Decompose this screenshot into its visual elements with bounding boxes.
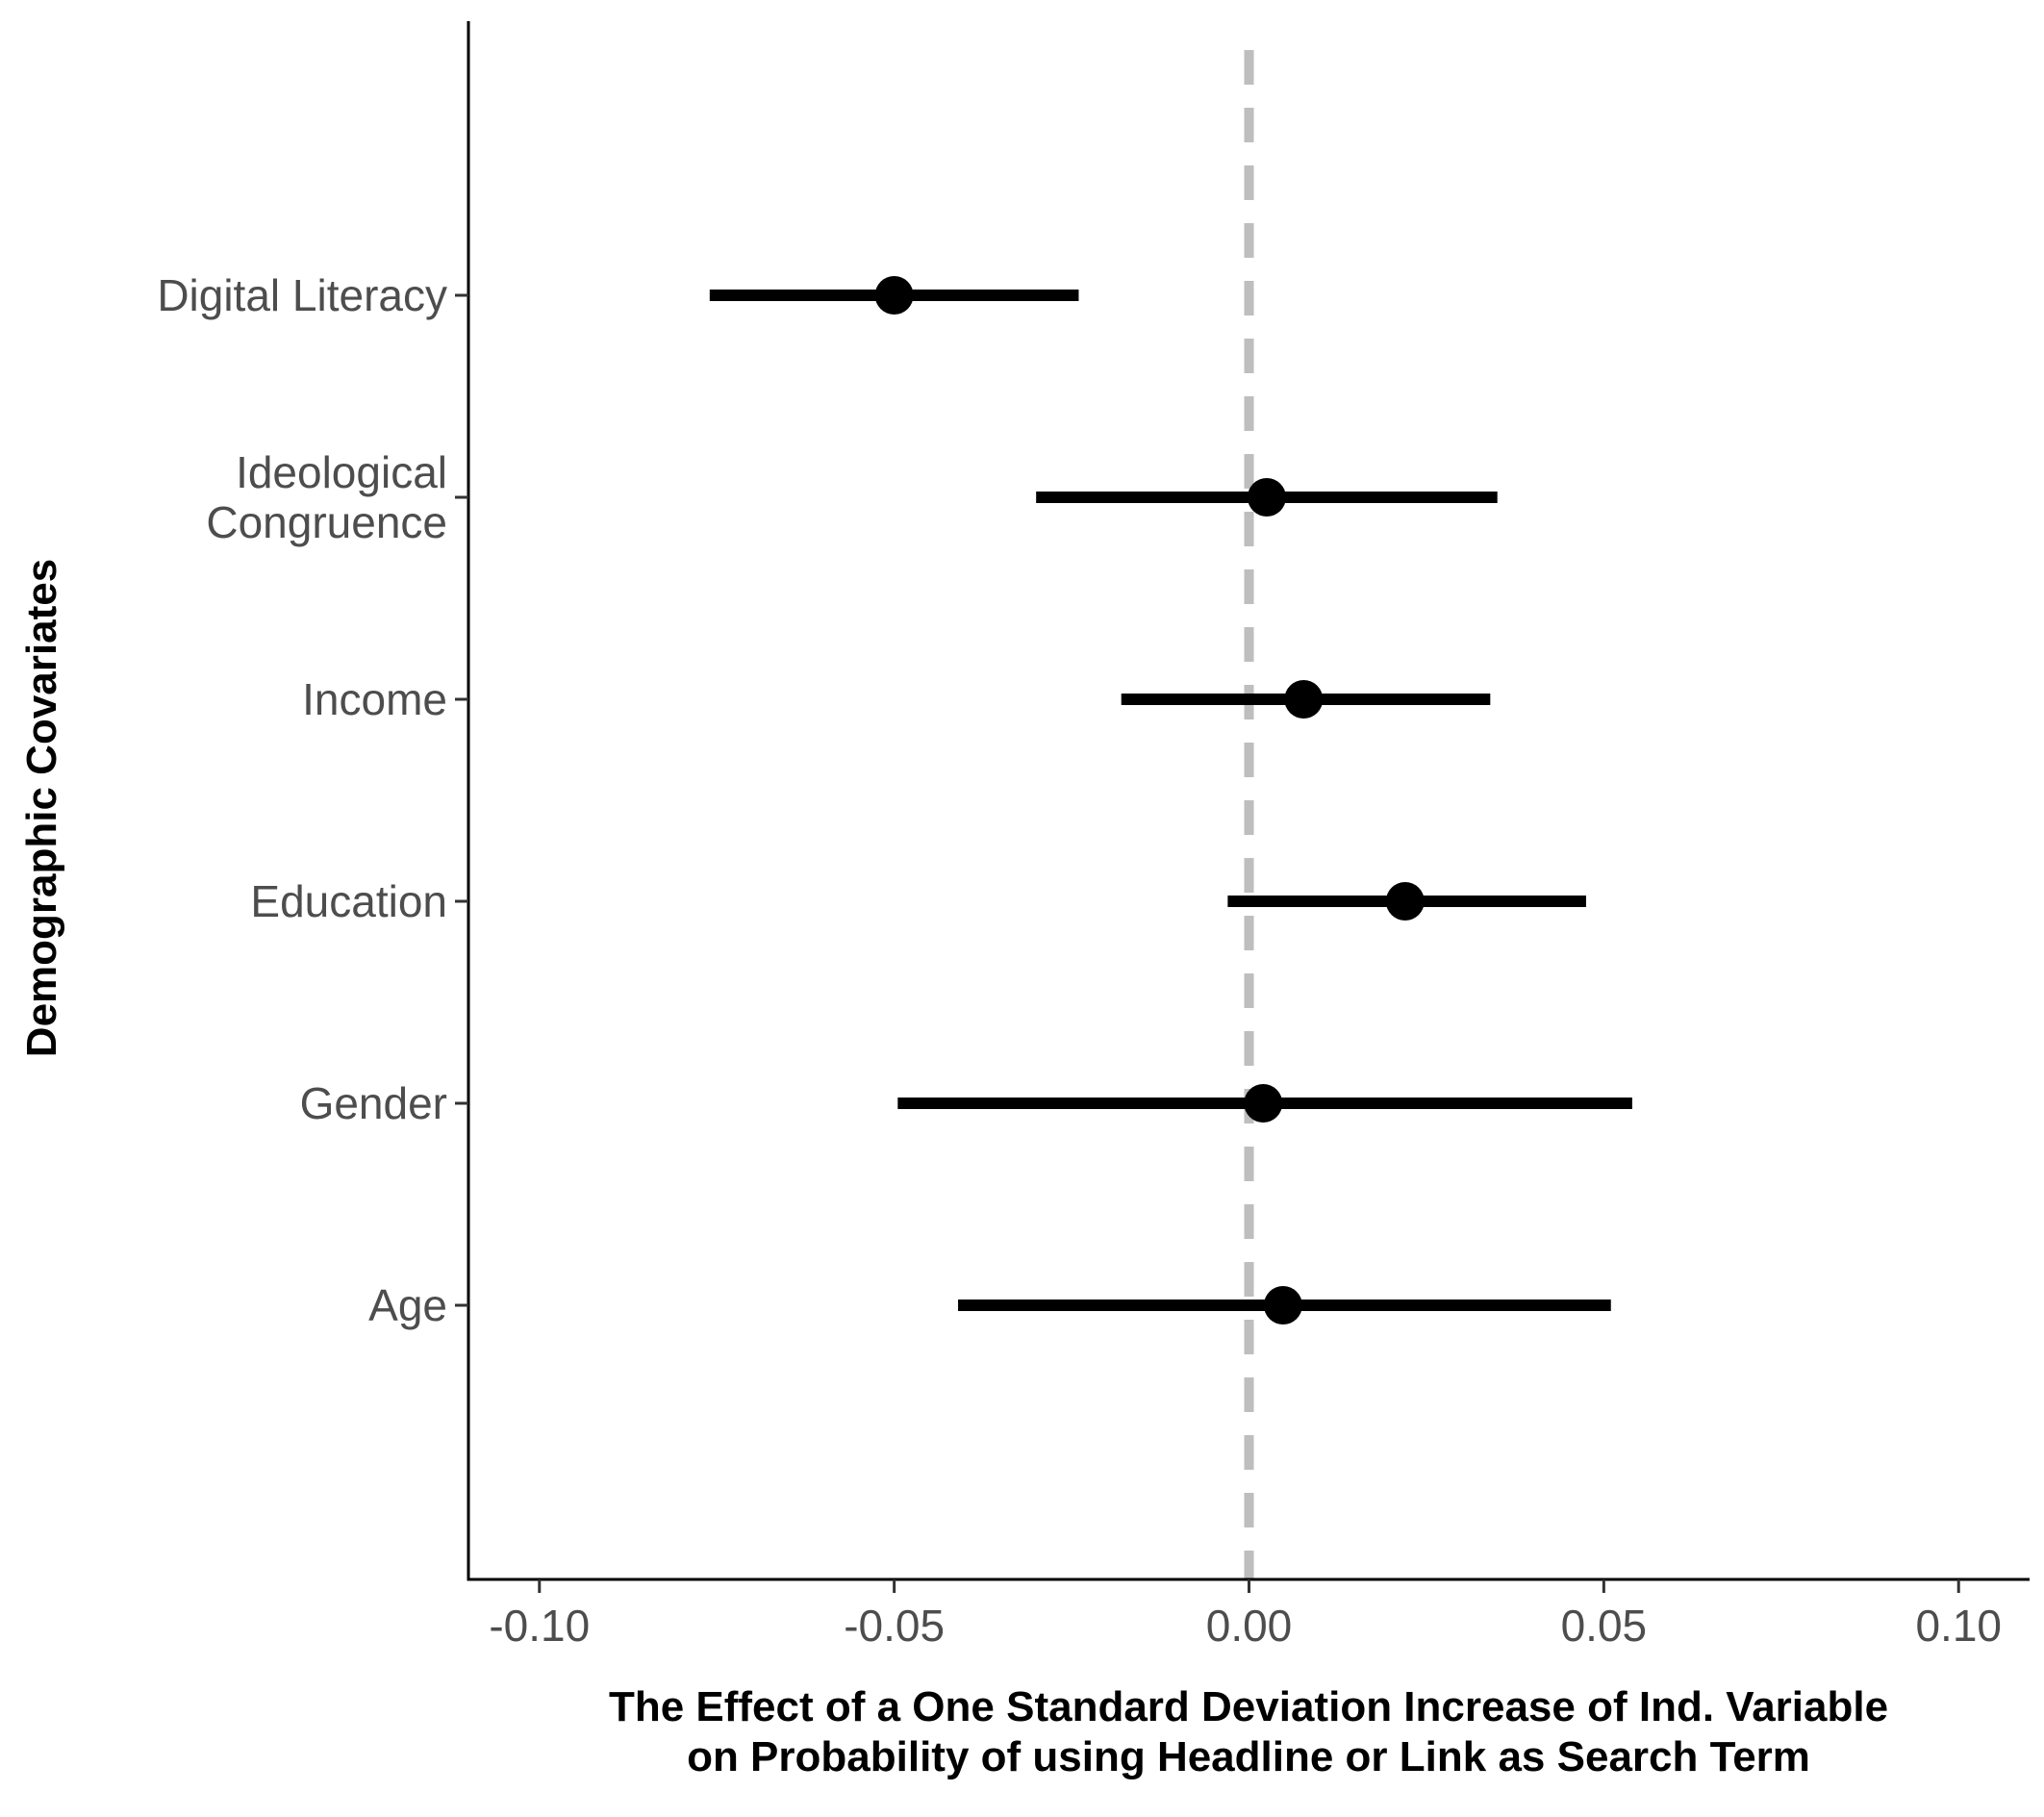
x-axis-title-line: The Effect of a One Standard Deviation I… [609, 1683, 1888, 1730]
x-tick-label: 0.00 [1206, 1601, 1293, 1651]
y-tick-label: Ideological Congruence [206, 447, 447, 547]
y-tick-label-line: Education [250, 876, 447, 926]
y-tick-label: Income [302, 674, 447, 724]
point-estimate [1385, 882, 1425, 921]
y-tick-label-line: Gender [300, 1078, 447, 1128]
point-estimate [1263, 1286, 1302, 1325]
x-tick-label: 0.10 [1915, 1601, 2002, 1651]
x-tick-label: -0.05 [844, 1601, 945, 1651]
y-tick-label-line: Income [302, 674, 447, 724]
point-estimate [1247, 478, 1286, 517]
y-tick-label-line: Age [368, 1280, 447, 1330]
y-tick-label: Digital Literacy [157, 270, 447, 320]
y-tick-label: Age [368, 1280, 447, 1330]
y-tick-label-line: Congruence [206, 497, 447, 547]
point-estimate [1284, 680, 1324, 719]
x-axis-title-line: on Probability of using Headline or Link… [687, 1733, 1810, 1780]
y-tick-label-line: Ideological [236, 447, 447, 497]
labels-layer: -0.10 -0.05 0.00 0.05 0.10 Digital Literacy Id… [18, 270, 2002, 1780]
y-axis-title: Demographic Covariates [18, 559, 65, 1057]
y-tick-label-line: Digital Literacy [157, 270, 447, 320]
point-estimate [1244, 1084, 1283, 1123]
x-axis-title: The Effect of a One Standard Deviation I… [609, 1683, 1888, 1780]
axes-layer [455, 21, 2030, 1593]
y-tick-label: Gender [300, 1078, 447, 1128]
marks-layer [709, 276, 1632, 1325]
x-tick-label: -0.10 [489, 1601, 590, 1651]
y-tick-label: Education [250, 876, 447, 926]
x-tick-label: 0.05 [1561, 1601, 1648, 1651]
point-estimate [874, 276, 914, 315]
